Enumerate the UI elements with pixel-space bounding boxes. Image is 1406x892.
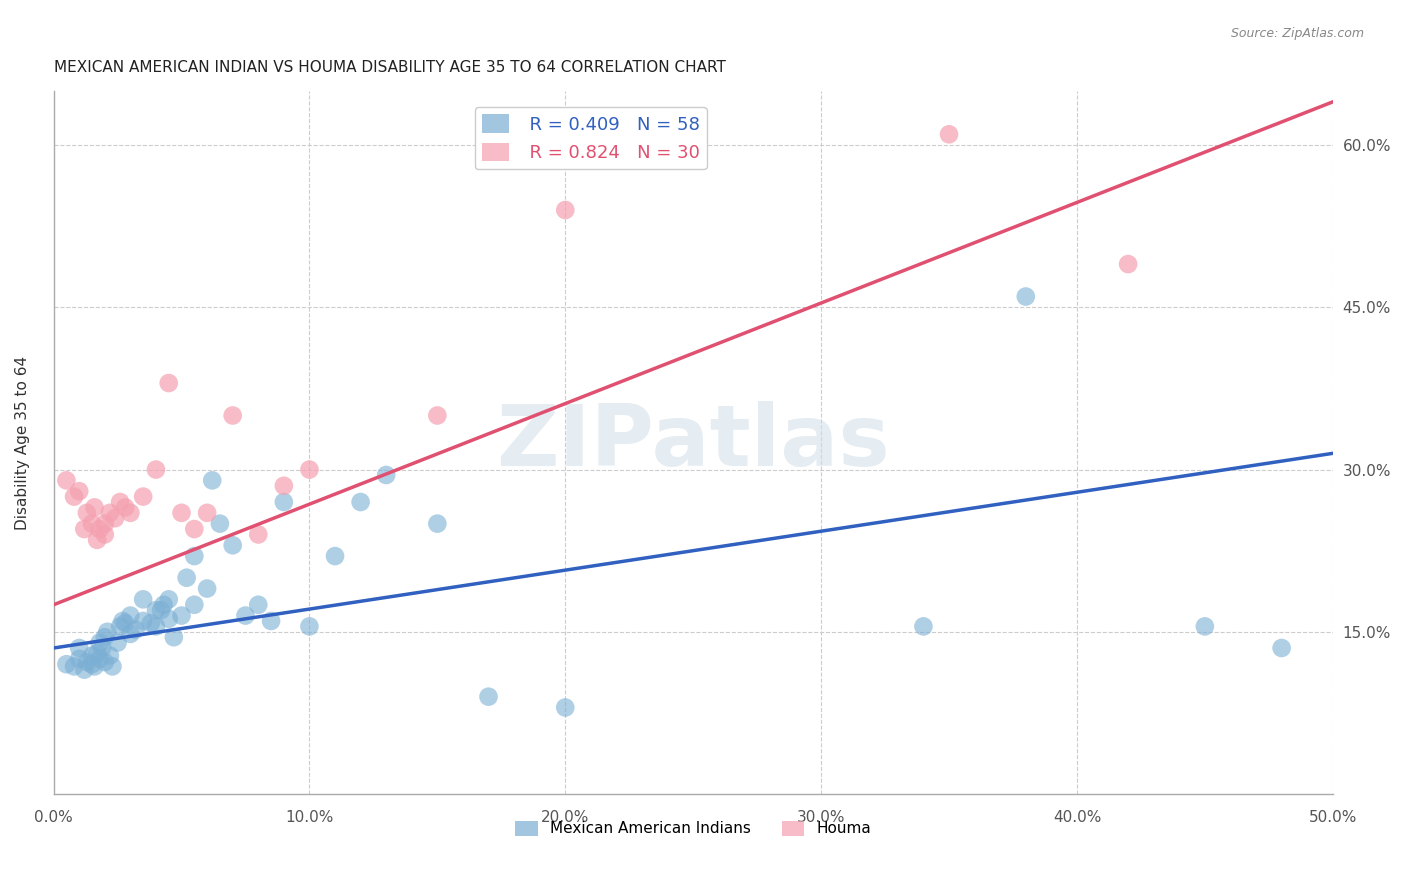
Point xyxy=(80,657,103,672)
Point xyxy=(176,571,198,585)
Point xyxy=(247,527,270,541)
Point xyxy=(108,495,131,509)
Point xyxy=(63,490,86,504)
Point xyxy=(157,592,180,607)
Text: ZIPatlas: ZIPatlas xyxy=(496,401,890,484)
Point xyxy=(120,627,142,641)
Point xyxy=(83,500,105,515)
Point xyxy=(89,522,111,536)
Point xyxy=(298,619,321,633)
Point xyxy=(195,582,218,596)
Point xyxy=(86,647,108,661)
Point xyxy=(94,630,117,644)
Point xyxy=(157,612,180,626)
Point xyxy=(554,202,576,217)
Point xyxy=(208,516,231,531)
Point xyxy=(96,624,118,639)
Point xyxy=(163,630,186,644)
Point xyxy=(98,506,121,520)
Point xyxy=(247,598,270,612)
Point xyxy=(195,506,218,520)
Point xyxy=(1015,289,1038,303)
Point xyxy=(1194,619,1216,633)
Point xyxy=(73,522,96,536)
Point xyxy=(98,648,121,663)
Point xyxy=(139,616,162,631)
Point xyxy=(124,623,146,637)
Point xyxy=(349,495,371,509)
Point xyxy=(235,608,257,623)
Point xyxy=(145,619,167,633)
Text: Source: ZipAtlas.com: Source: ZipAtlas.com xyxy=(1230,27,1364,40)
Point xyxy=(104,511,127,525)
Point xyxy=(114,616,136,631)
Point xyxy=(80,648,103,663)
Point xyxy=(426,409,449,423)
Point xyxy=(132,490,155,504)
Point xyxy=(86,533,108,547)
Point xyxy=(76,655,98,669)
Point xyxy=(375,467,398,482)
Point xyxy=(1271,640,1294,655)
Point xyxy=(94,527,117,541)
Point xyxy=(89,652,111,666)
Point xyxy=(67,640,90,655)
Y-axis label: Disability Age 35 to 64: Disability Age 35 to 64 xyxy=(15,356,30,530)
Point xyxy=(222,538,245,552)
Point xyxy=(201,474,224,488)
Point xyxy=(1116,257,1139,271)
Point xyxy=(183,549,205,563)
Point xyxy=(63,659,86,673)
Point xyxy=(152,598,174,612)
Point xyxy=(76,506,98,520)
Point xyxy=(323,549,346,563)
Point xyxy=(145,462,167,476)
Point xyxy=(101,659,124,673)
Point xyxy=(157,376,180,390)
Point xyxy=(94,516,117,531)
Point xyxy=(89,635,111,649)
Point xyxy=(55,474,77,488)
Point xyxy=(477,690,499,704)
Point xyxy=(83,659,105,673)
Point xyxy=(183,522,205,536)
Point xyxy=(120,608,142,623)
Point xyxy=(222,409,245,423)
Point xyxy=(554,700,576,714)
Point xyxy=(114,500,136,515)
Point xyxy=(938,128,960,142)
Point xyxy=(260,614,283,628)
Point xyxy=(80,516,103,531)
Point xyxy=(120,506,142,520)
Point xyxy=(426,516,449,531)
Point xyxy=(107,635,129,649)
Point xyxy=(273,479,295,493)
Point xyxy=(170,506,193,520)
Point xyxy=(108,619,131,633)
Point xyxy=(132,592,155,607)
Legend: Mexican American Indians, Houma: Mexican American Indians, Houma xyxy=(509,814,877,843)
Point xyxy=(91,640,114,655)
Point xyxy=(170,608,193,623)
Point xyxy=(55,657,77,672)
Point xyxy=(132,614,155,628)
Point xyxy=(111,614,134,628)
Point xyxy=(73,663,96,677)
Point xyxy=(94,655,117,669)
Point xyxy=(150,603,173,617)
Point xyxy=(145,603,167,617)
Point xyxy=(912,619,935,633)
Point xyxy=(183,598,205,612)
Text: MEXICAN AMERICAN INDIAN VS HOUMA DISABILITY AGE 35 TO 64 CORRELATION CHART: MEXICAN AMERICAN INDIAN VS HOUMA DISABIL… xyxy=(53,60,725,75)
Point xyxy=(273,495,295,509)
Point xyxy=(298,462,321,476)
Point xyxy=(67,484,90,499)
Point xyxy=(67,652,90,666)
